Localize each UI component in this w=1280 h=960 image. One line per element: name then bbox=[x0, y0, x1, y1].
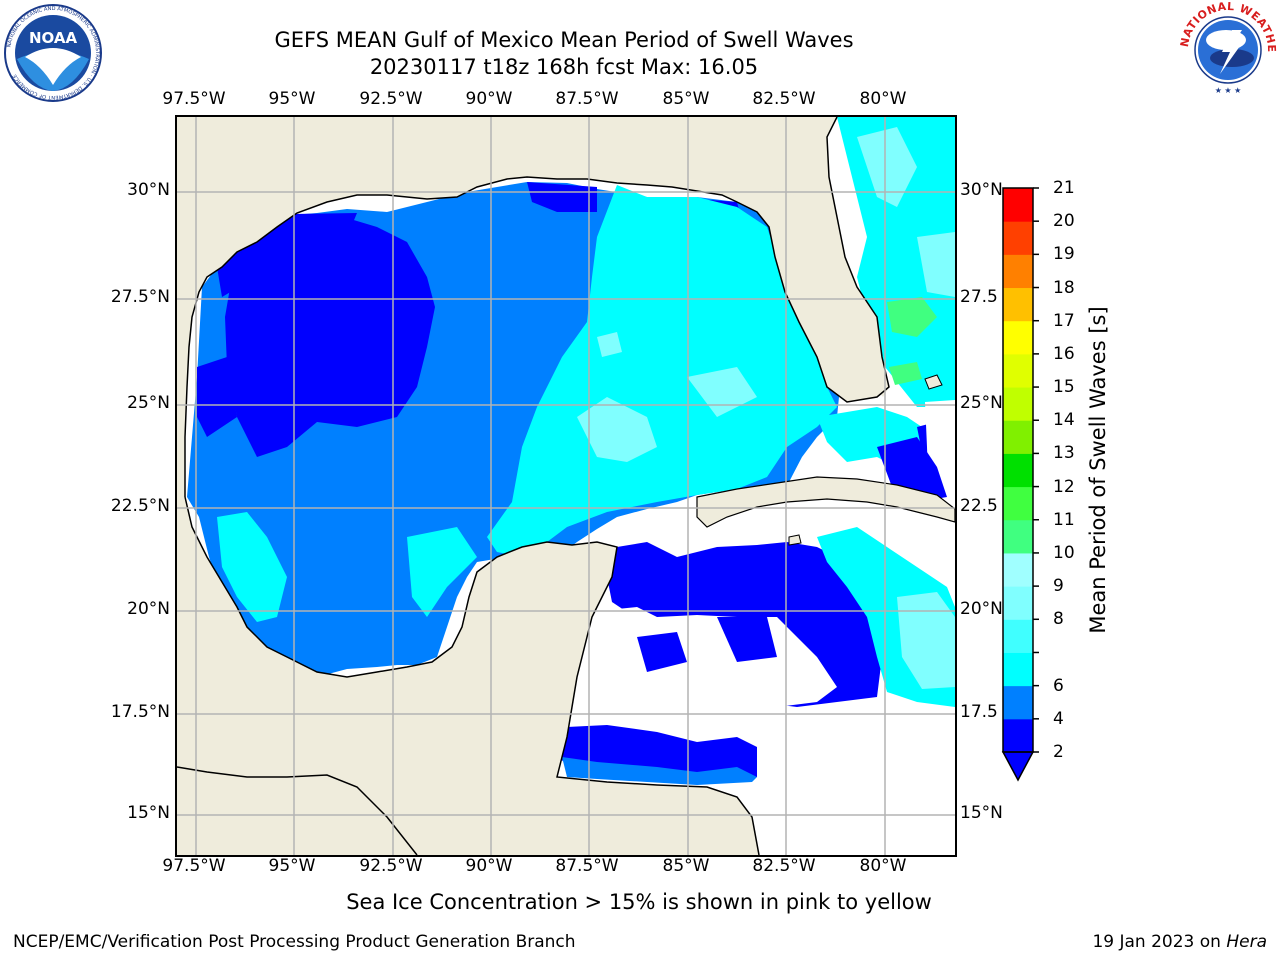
colorbar-bin bbox=[1003, 718, 1033, 753]
footer-machine: Hera bbox=[1226, 932, 1267, 952]
lon-label-top: 80°W bbox=[859, 89, 907, 109]
footer-date-text: 19 Jan 2023 on bbox=[1092, 932, 1227, 952]
colorbar-tick-label: 6 bbox=[1053, 675, 1064, 696]
swell-period-map bbox=[177, 117, 955, 855]
colorbar-bin bbox=[1003, 188, 1033, 222]
lon-label-top: 92.5°W bbox=[359, 89, 423, 109]
lat-label-right: 25°N bbox=[960, 393, 1003, 413]
lon-label-top: 90°W bbox=[465, 89, 513, 109]
lat-label-left: 30°N bbox=[127, 180, 170, 200]
noaa-logo-text: NOAA bbox=[29, 29, 78, 47]
colorbar-bin bbox=[1003, 552, 1033, 587]
colorbar-extend-arrow bbox=[1001, 751, 1035, 782]
colorbar-bin bbox=[1003, 353, 1033, 388]
lon-label-top: 95°W bbox=[268, 89, 316, 109]
lon-label-bottom: 82.5°W bbox=[752, 856, 816, 876]
colorbar-tick-label: 9 bbox=[1053, 576, 1064, 597]
sea-ice-note: Sea Ice Concentration > 15% is shown in … bbox=[346, 890, 932, 914]
lat-label-right: 22.5 bbox=[960, 496, 998, 516]
lon-label-bottom: 80°W bbox=[859, 856, 907, 876]
colorbar-tick-label: 14 bbox=[1053, 410, 1075, 431]
lat-label-left: 17.5°N bbox=[110, 702, 170, 722]
lat-label-left: 25°N bbox=[127, 393, 170, 413]
colorbar-tick-label: 11 bbox=[1053, 509, 1075, 530]
colorbar-bin bbox=[1003, 685, 1033, 720]
colorbar-bin bbox=[1003, 287, 1033, 322]
colorbar-bin bbox=[1003, 320, 1033, 355]
lat-label-right: 20°N bbox=[960, 599, 1003, 619]
colorbar-tick-label: 2 bbox=[1053, 742, 1064, 762]
colorbar-tick-label: 13 bbox=[1053, 443, 1075, 464]
colorbar-bin bbox=[1003, 652, 1033, 687]
colorbar-tick-label: 20 bbox=[1053, 211, 1075, 232]
colorbar-bin bbox=[1003, 486, 1033, 521]
svg-text:★ ★ ★: ★ ★ ★ bbox=[1215, 86, 1242, 95]
lon-label-top: 97.5°W bbox=[162, 89, 226, 109]
colorbar-tick-label: 10 bbox=[1053, 542, 1075, 563]
colorbar-tick-label: 16 bbox=[1053, 343, 1075, 364]
colorbar-tick-label: 12 bbox=[1053, 476, 1075, 497]
graticule bbox=[177, 117, 955, 855]
colorbar-tick-label: 4 bbox=[1053, 708, 1064, 729]
lon-label-top: 87.5°W bbox=[555, 89, 619, 109]
colorbar-bin bbox=[1003, 519, 1033, 554]
colorbar-tick-label: 8 bbox=[1053, 609, 1064, 630]
lon-label-bottom: 92.5°W bbox=[359, 856, 423, 876]
colorbar-bin bbox=[1003, 586, 1033, 620]
lat-label-left: 22.5°N bbox=[110, 496, 170, 516]
lon-label-top: 85°W bbox=[662, 89, 710, 109]
colorbar-bin bbox=[1003, 221, 1033, 255]
lon-label-bottom: 90°W bbox=[465, 856, 513, 876]
lat-label-right: 27.5 bbox=[960, 287, 998, 307]
colorbar-bin bbox=[1003, 453, 1033, 488]
nws-logo-icon: NATIONAL WEATHER SERVICE ★ ★ ★ bbox=[1176, 0, 1278, 98]
footer-date: 19 Jan 2023 on Hera bbox=[1092, 932, 1267, 952]
lon-label-bottom: 87.5°W bbox=[555, 856, 619, 876]
lat-label-left: 15°N bbox=[127, 803, 170, 823]
colorbar-tick-label: 17 bbox=[1053, 310, 1075, 331]
lon-label-bottom: 95°W bbox=[268, 856, 316, 876]
colorbar-outline bbox=[1002, 187, 1034, 753]
lon-label-bottom: 85°W bbox=[662, 856, 710, 876]
lat-label-left: 20°N bbox=[127, 599, 170, 619]
colorbar-tick-label: 15 bbox=[1053, 377, 1075, 398]
map-panel bbox=[175, 115, 957, 857]
lon-label-top: 82.5°W bbox=[752, 89, 816, 109]
chart-subtitle: 20230117 t18z 168h fcst Max: 16.05 bbox=[369, 55, 759, 79]
chart-title: GEFS MEAN Gulf of Mexico Mean Period of … bbox=[274, 28, 854, 52]
colorbar-bin bbox=[1003, 420, 1033, 454]
colorbar-bin bbox=[1003, 387, 1033, 421]
lat-label-right: 15°N bbox=[960, 803, 1003, 823]
colorbar-bin bbox=[1003, 619, 1033, 653]
colorbar-title: Mean Period of Swell Waves [s] bbox=[1086, 306, 1110, 634]
lon-label-bottom: 97.5°W bbox=[162, 856, 226, 876]
lat-label-right: 17.5 bbox=[960, 702, 998, 722]
colorbar bbox=[1001, 187, 1039, 782]
colorbar-tick-label: 18 bbox=[1053, 277, 1075, 298]
lat-label-left: 27.5°N bbox=[110, 287, 170, 307]
colorbar-bin bbox=[1003, 254, 1033, 289]
lat-label-right: 30°N bbox=[960, 180, 1003, 200]
noaa-logo-icon: NOAA NATIONAL OCEANIC AND ATMOSPHERIC AD… bbox=[4, 4, 102, 102]
colorbar-tick-label: 21 bbox=[1053, 178, 1075, 198]
colorbar-tick-label: 19 bbox=[1053, 244, 1075, 265]
footer-credit: NCEP/EMC/Verification Post Processing Pr… bbox=[13, 932, 576, 952]
